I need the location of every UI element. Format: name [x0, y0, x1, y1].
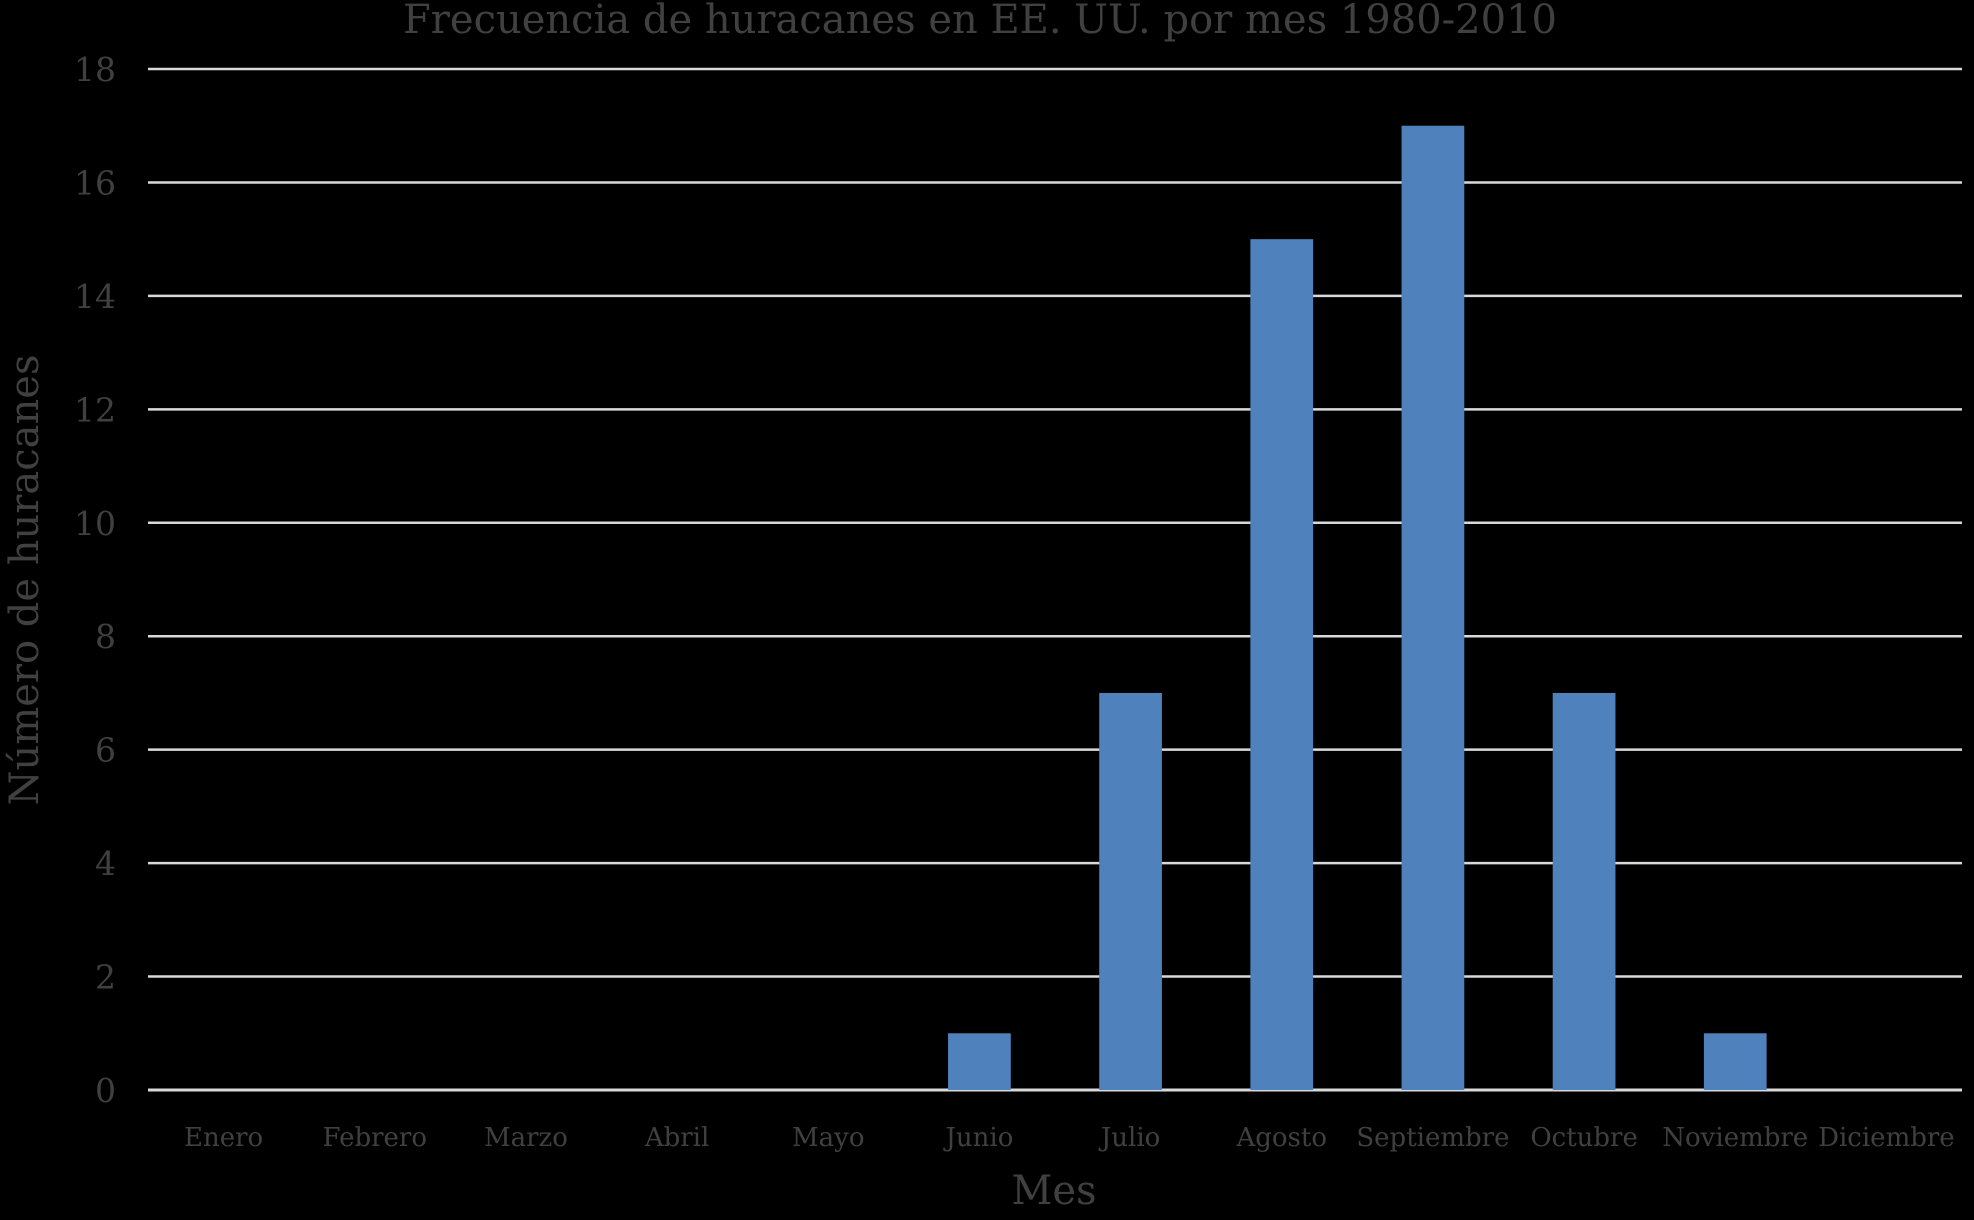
- x-tick-label: Febrero: [322, 1123, 427, 1153]
- bar-julio: [1099, 692, 1162, 1090]
- y-tick-label: 0: [95, 1071, 116, 1110]
- y-axis-label: Número de huracanes: [2, 355, 48, 806]
- gridlines: [148, 67, 1962, 1092]
- bar-agosto: [1250, 239, 1314, 1090]
- y-tick-label: 16: [74, 163, 116, 202]
- y-tick-label: 4: [95, 844, 116, 883]
- bar-octubre: [1552, 692, 1616, 1090]
- bar-noviembre: [1703, 1033, 1767, 1090]
- y-axis-ticks: 0 2 4 6 8 10 12 14 16 18: [74, 50, 116, 1110]
- y-tick-label: 14: [74, 277, 116, 316]
- x-tick-label: Julio: [1098, 1123, 1160, 1153]
- bar-septiembre: [1401, 125, 1465, 1090]
- x-tick-label: Abril: [644, 1123, 709, 1153]
- y-tick-label: 6: [95, 731, 116, 770]
- x-tick-label: Septiembre: [1356, 1123, 1509, 1153]
- x-tick-label: Mayo: [792, 1123, 864, 1153]
- x-tick-label: Junio: [942, 1123, 1013, 1153]
- y-tick-label: 8: [95, 617, 116, 656]
- y-tick-label: 2: [95, 958, 116, 997]
- bar-junio: [948, 1033, 1011, 1090]
- x-axis-label: Mes: [1011, 1168, 1096, 1214]
- x-axis-ticks: Enero Febrero Marzo Abril Mayo Junio Julio Agos…: [184, 1123, 1955, 1153]
- x-tick-label: Enero: [184, 1123, 263, 1153]
- y-tick-label: 12: [74, 390, 116, 429]
- x-tick-label: Diciembre: [1818, 1123, 1955, 1153]
- y-tick-label: 10: [74, 504, 116, 543]
- x-tick-label: Octubre: [1530, 1123, 1638, 1153]
- x-tick-label: Noviembre: [1662, 1123, 1808, 1153]
- bars: [948, 125, 1767, 1090]
- y-tick-label: 18: [74, 50, 116, 89]
- x-tick-label: Agosto: [1235, 1123, 1327, 1153]
- chart-title: Frecuencia de huracanes en EE. UU. por m…: [403, 0, 1557, 43]
- x-tick-label: Marzo: [484, 1123, 568, 1153]
